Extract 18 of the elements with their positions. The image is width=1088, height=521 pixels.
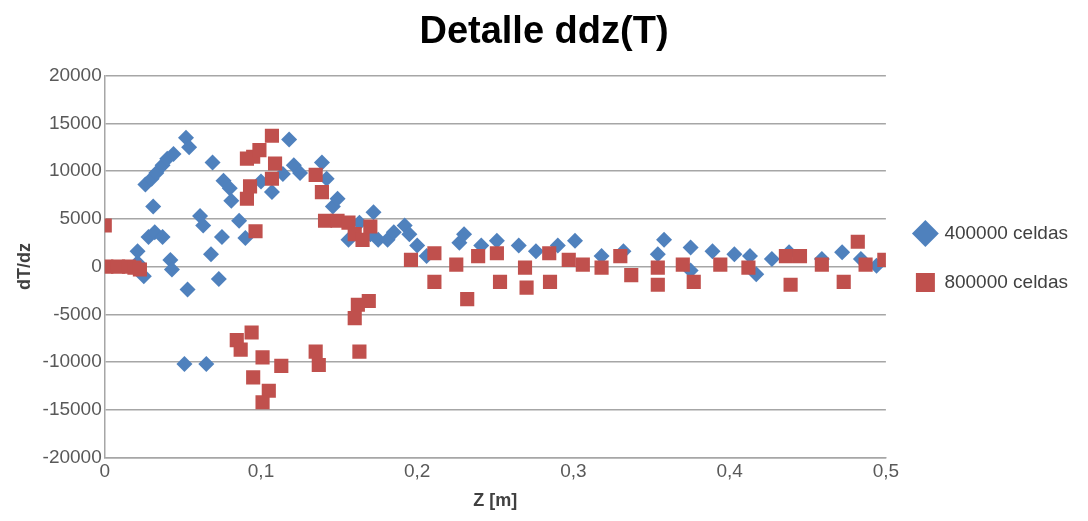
y-tick-label: 0 [91,254,102,276]
x-tick-label: 0,3 [560,460,587,482]
x-tick-label: 0,2 [404,460,431,482]
y-axis-title: dT/dz [13,243,34,291]
x-tick-label: 0,4 [716,460,744,482]
y-tick-label: 10000 [48,159,102,181]
x-tick-label: 0,1 [247,460,275,482]
legend-label: 800000 celdas [944,270,1069,292]
y-tick-label: 20000 [48,63,102,85]
y-tick-label: -5000 [53,302,102,324]
chart-title: Detalle ddz(T) [419,9,669,52]
x-tick-label: 0,5 [872,460,900,482]
legend-label: 400000 celdas [944,221,1069,243]
y-tick-label: 15000 [48,111,102,133]
y-tick-label: -10000 [42,350,102,372]
y-tick-label: -15000 [42,398,102,420]
y-tick-label: 5000 [59,207,102,229]
x-axis-title: Z [m] [473,490,518,511]
